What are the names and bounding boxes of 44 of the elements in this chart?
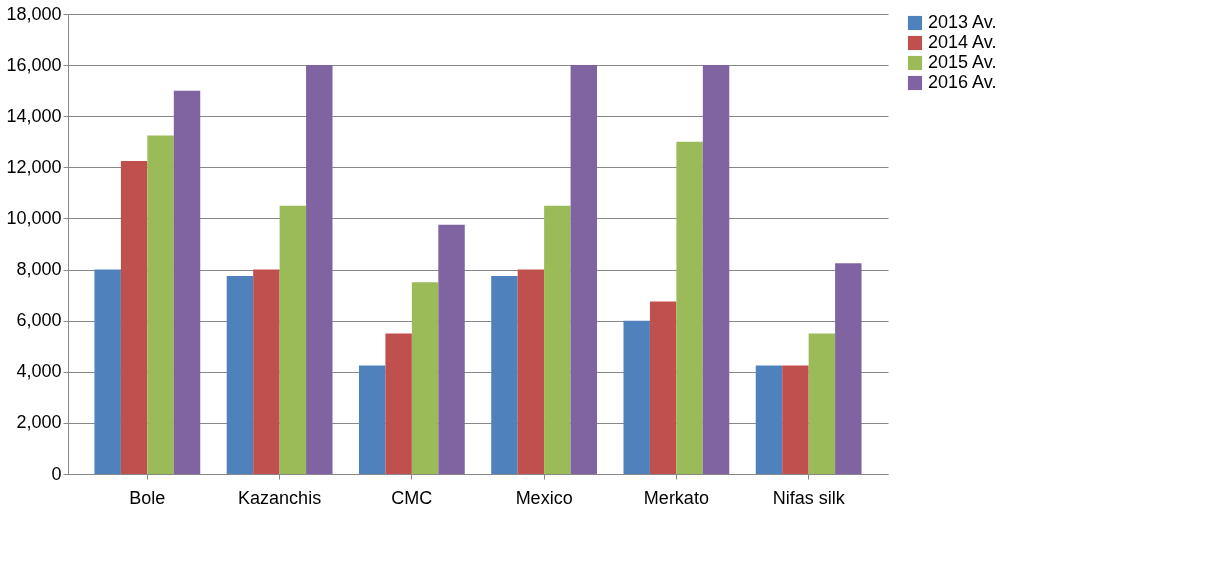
y-tick-label: 0	[51, 463, 62, 484]
y-tick-label: 8,000	[16, 259, 62, 280]
bar	[702, 65, 730, 474]
bar	[253, 269, 280, 474]
y-tick-label: 18,000	[6, 3, 62, 24]
x-tick-label: Kazanchis	[238, 487, 322, 508]
bar	[544, 205, 571, 474]
bar	[570, 65, 598, 474]
y-tick-label: 16,000	[6, 54, 62, 75]
bar	[649, 301, 677, 474]
y-tick-label: 4,000	[16, 361, 62, 382]
bar	[306, 65, 333, 474]
x-tick-label: CMC	[391, 487, 433, 508]
bar	[94, 269, 121, 474]
bar	[782, 365, 809, 474]
x-tick-label: Nifas silk	[772, 487, 846, 508]
bar	[226, 275, 254, 474]
bar	[808, 333, 836, 474]
y-tick-label: 14,000	[6, 105, 62, 126]
bar	[755, 365, 783, 474]
x-tick-label: Mexico	[515, 487, 573, 508]
bar	[120, 160, 148, 474]
legend-label: 2014 Av.	[928, 32, 997, 52]
x-tick-label: Merkato	[643, 487, 709, 508]
bar	[411, 282, 439, 474]
bar	[491, 275, 518, 474]
x-tick-label: Bole	[129, 487, 166, 508]
bar	[279, 205, 307, 474]
legend-label: 2015 Av.	[928, 52, 997, 72]
bar	[358, 365, 386, 474]
bar	[835, 263, 862, 474]
bar	[517, 269, 545, 474]
bar	[676, 141, 703, 474]
y-tick-label: 10,000	[6, 207, 62, 228]
y-tick-label: 2,000	[16, 412, 62, 433]
bar	[173, 90, 201, 474]
y-tick-label: 6,000	[16, 310, 62, 331]
legend-label: 2013 Av.	[928, 12, 997, 32]
bar	[623, 320, 650, 474]
y-tick-label: 12,000	[6, 156, 62, 177]
bar	[385, 333, 412, 474]
legend-label: 2016 Av.	[928, 72, 997, 92]
bar	[438, 224, 465, 474]
bar	[147, 135, 174, 474]
